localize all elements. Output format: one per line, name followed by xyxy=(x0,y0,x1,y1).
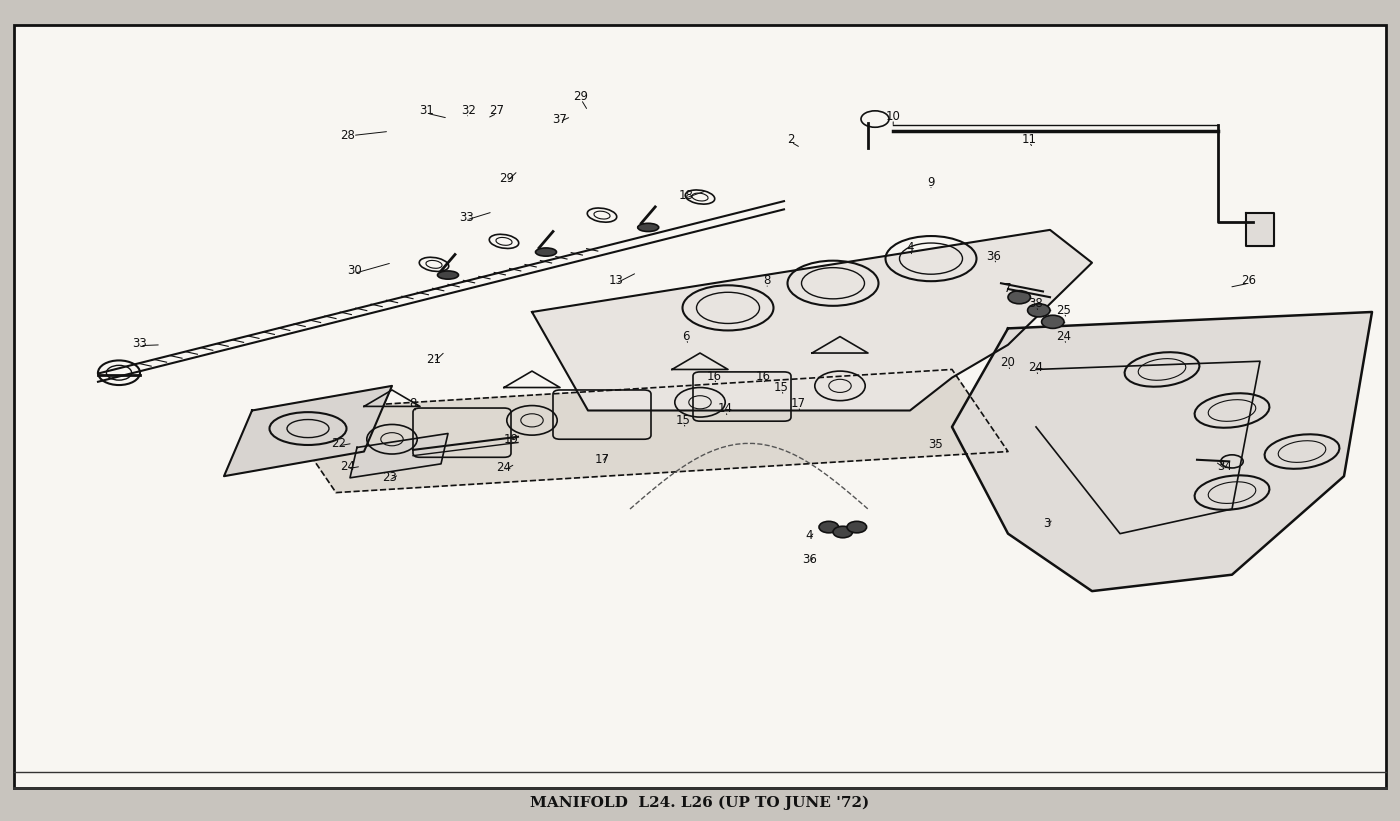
Text: 28: 28 xyxy=(340,129,354,142)
Text: 33: 33 xyxy=(459,211,473,224)
Text: 22: 22 xyxy=(332,437,346,450)
Text: 25: 25 xyxy=(1057,304,1071,317)
Text: 26: 26 xyxy=(1242,274,1256,287)
Text: 33: 33 xyxy=(133,337,147,350)
Text: 34: 34 xyxy=(1218,460,1232,473)
Text: 35: 35 xyxy=(928,438,942,452)
Text: 3: 3 xyxy=(1043,517,1051,530)
Text: 18: 18 xyxy=(679,189,693,202)
Text: 24: 24 xyxy=(497,461,511,475)
Polygon shape xyxy=(1246,213,1274,246)
Circle shape xyxy=(847,521,867,533)
Text: 15: 15 xyxy=(676,414,690,427)
Text: 38: 38 xyxy=(1029,297,1043,310)
Text: 36: 36 xyxy=(802,553,816,566)
Circle shape xyxy=(1042,315,1064,328)
Text: 2: 2 xyxy=(787,133,795,146)
Circle shape xyxy=(1008,291,1030,304)
Ellipse shape xyxy=(638,223,659,232)
Text: 23: 23 xyxy=(382,471,396,484)
Text: 8: 8 xyxy=(409,397,417,410)
Text: 29: 29 xyxy=(574,90,588,103)
Polygon shape xyxy=(280,369,1008,493)
Text: 11: 11 xyxy=(1022,133,1036,146)
Polygon shape xyxy=(532,230,1092,410)
Text: 4: 4 xyxy=(805,529,813,542)
Ellipse shape xyxy=(535,248,557,256)
Text: 30: 30 xyxy=(347,264,361,277)
Text: 13: 13 xyxy=(609,274,623,287)
Polygon shape xyxy=(350,433,448,478)
Text: 16: 16 xyxy=(707,369,721,383)
Circle shape xyxy=(819,521,839,533)
Text: 31: 31 xyxy=(420,104,434,117)
Polygon shape xyxy=(952,312,1372,591)
Text: 17: 17 xyxy=(791,397,805,410)
Text: 32: 32 xyxy=(462,104,476,117)
Text: 14: 14 xyxy=(718,402,732,415)
Text: 36: 36 xyxy=(987,250,1001,263)
Text: 7: 7 xyxy=(1004,282,1012,296)
Text: MANIFOLD  L24. L26 (UP TO JUNE '72): MANIFOLD L24. L26 (UP TO JUNE '72) xyxy=(531,796,869,810)
Text: 8: 8 xyxy=(763,274,771,287)
Text: 27: 27 xyxy=(490,104,504,117)
Circle shape xyxy=(833,526,853,538)
Text: 4: 4 xyxy=(906,241,914,255)
FancyBboxPatch shape xyxy=(14,25,1386,788)
Circle shape xyxy=(1028,304,1050,317)
Text: 21: 21 xyxy=(427,353,441,366)
Text: 16: 16 xyxy=(756,369,770,383)
Text: 24: 24 xyxy=(1029,361,1043,374)
Text: 6: 6 xyxy=(682,330,690,343)
Text: 10: 10 xyxy=(886,110,900,123)
Text: 19: 19 xyxy=(504,433,518,446)
Text: 37: 37 xyxy=(553,112,567,126)
Ellipse shape xyxy=(437,271,459,279)
Text: 17: 17 xyxy=(595,453,609,466)
Text: 24: 24 xyxy=(340,460,354,473)
Text: 24: 24 xyxy=(1057,330,1071,343)
Text: 9: 9 xyxy=(927,176,935,189)
Text: 20: 20 xyxy=(1001,356,1015,369)
Polygon shape xyxy=(224,386,392,476)
Text: 15: 15 xyxy=(774,381,788,394)
Text: 29: 29 xyxy=(500,172,514,186)
